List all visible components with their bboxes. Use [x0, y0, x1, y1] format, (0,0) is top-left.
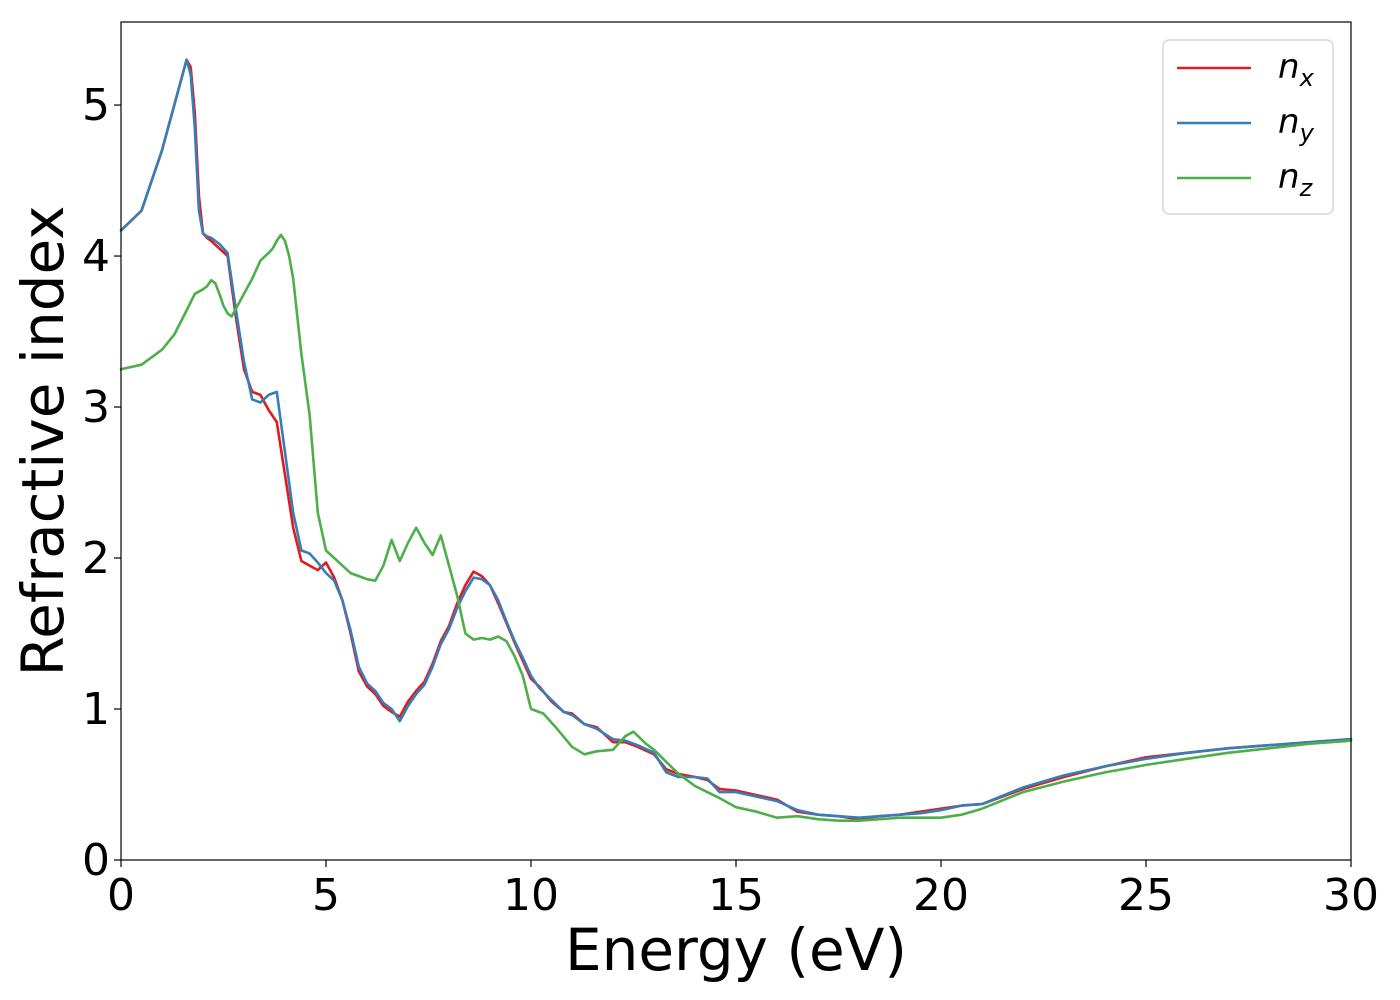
- y-tick-label: 5: [82, 80, 110, 131]
- x-axis-label: Energy (eV): [565, 916, 907, 984]
- y-axis-label: Refractive index: [9, 205, 77, 676]
- x-tick-label: 10: [503, 870, 559, 921]
- y-tick-label: 4: [82, 231, 110, 282]
- x-tick-label: 25: [1118, 870, 1174, 921]
- plot-background: [121, 22, 1351, 860]
- series-layer: [119, 58, 1353, 822]
- x-tick-label: 15: [708, 870, 764, 921]
- legend-label-y: ny: [1278, 102, 1315, 147]
- series-line-y: [119, 58, 1353, 819]
- legend: nx ny nz: [1162, 39, 1334, 215]
- y-tick-label: 2: [82, 533, 110, 584]
- x-tick-label: 20: [913, 870, 969, 921]
- y-tick-label: 1: [82, 684, 110, 735]
- legend-label-x: nx: [1278, 47, 1315, 92]
- x-tick-label: 5: [312, 870, 340, 921]
- legend-box: [1162, 39, 1334, 215]
- y-axis: 0 1 2 3 4 5: [82, 80, 121, 886]
- x-axis: 0 5 10 15 20 25 30: [107, 860, 1379, 921]
- x-tick-label: 0: [107, 870, 135, 921]
- series-line-z: [119, 233, 1353, 822]
- legend-label-z: nz: [1278, 157, 1314, 202]
- y-tick-label: 3: [82, 382, 110, 433]
- y-tick-label: 0: [82, 835, 110, 886]
- x-tick-label: 30: [1323, 870, 1379, 921]
